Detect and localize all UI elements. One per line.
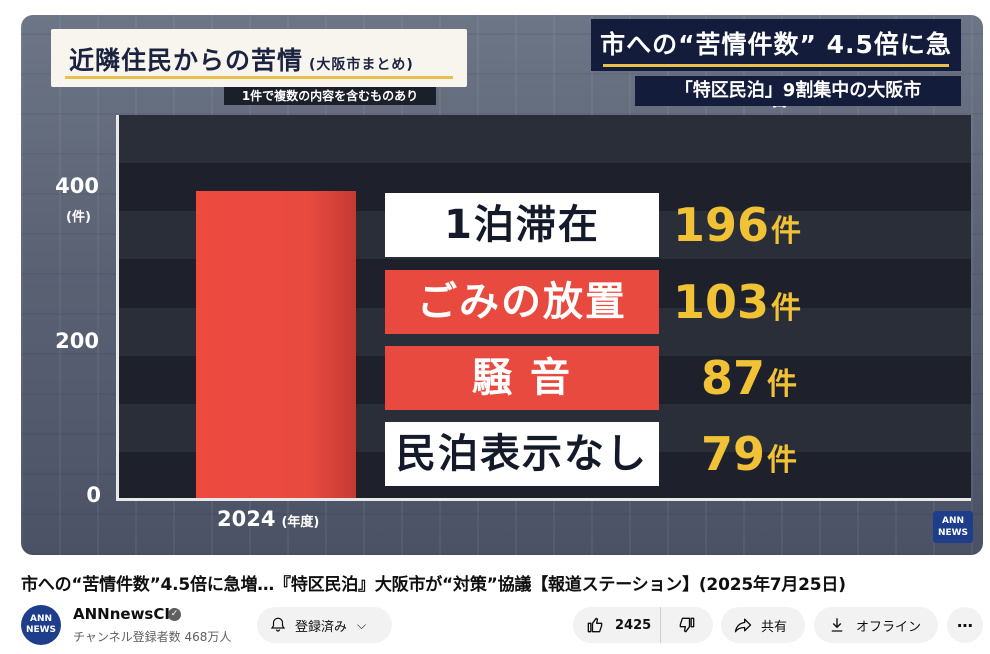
breakdown-number: 103: [673, 275, 770, 329]
breakdown-value: 103件: [673, 270, 823, 334]
subheadline-caption: 「特区民泊」9割集中の大阪市: [635, 76, 961, 106]
ann-news-logo: ANN NEWS: [933, 511, 973, 543]
breakdown-value: 87件: [701, 346, 851, 410]
breakdown-unit: 件: [771, 291, 802, 326]
breakdown-label: ごみの放置: [385, 270, 659, 334]
share-button[interactable]: 共有: [721, 607, 805, 643]
more-actions-button[interactable]: ⋯: [947, 607, 983, 643]
panel-title: 近隣住民からの苦情 (大阪市まとめ): [69, 41, 414, 77]
breakdown-number: 79: [701, 427, 766, 481]
x-category-value: 2024: [217, 507, 276, 531]
breakdown-unit: 件: [767, 367, 798, 402]
panel-note: 1件で複数の内容を含むものあり: [224, 87, 436, 105]
offline-label: オフライン: [856, 619, 922, 635]
bell-icon: [270, 617, 286, 632]
breakdown-number: 87: [701, 351, 766, 405]
x-axis-unit: (年度): [281, 515, 320, 530]
chevron-down-icon: ⌵: [357, 617, 367, 632]
panel-title-box: 近隣住民からの苦情 (大阪市まとめ): [51, 29, 467, 87]
breakdown-label: 騒 音: [385, 346, 659, 410]
y-tick-label: 400: [55, 174, 99, 198]
breakdown-unit: 件: [771, 214, 802, 249]
y-tick-label: 0: [86, 483, 101, 507]
breakdown-label: 民泊表示なし: [385, 422, 659, 486]
subscribed-label: 登録済み: [295, 619, 348, 635]
dislike-button[interactable]: [661, 607, 713, 643]
video-player[interactable]: 近隣住民からの苦情 (大阪市まとめ) 1件で複数の内容を含むものあり 市への“苦情…: [21, 15, 983, 555]
panel-title-underline: [65, 76, 453, 79]
video-title: 市への“苦情件数”4.5倍に急増…『特区民泊』大阪市が“対策”協議【報道ステーシ…: [21, 575, 846, 595]
grid-band: [116, 115, 971, 164]
panel-title-sub: (大阪市まとめ): [309, 57, 414, 73]
breakdown-unit: 件: [767, 443, 798, 478]
verified-check-icon: ✓: [168, 608, 181, 621]
bar-2024: [196, 191, 356, 498]
subscribed-button[interactable]: 登録済み ⌵: [257, 607, 392, 643]
headline-caption: 市への“苦情件数” 4.5倍に急増: [591, 19, 961, 111]
y-tick-label: 200: [55, 328, 99, 353]
y-axis-unit: (件): [66, 210, 91, 225]
channel-avatar[interactable]: ANN NEWS: [21, 605, 61, 645]
thumbs-up-icon: [587, 617, 603, 633]
offline-download-button[interactable]: オフライン: [814, 607, 938, 643]
like-button[interactable]: 2425: [573, 607, 661, 643]
share-arrow-icon: [734, 618, 752, 633]
y-axis-line: [116, 115, 119, 500]
x-axis-line: [116, 498, 971, 501]
breakdown-number: 196: [673, 198, 770, 252]
panel-title-text: 近隣住民からの苦情: [69, 46, 304, 75]
like-dislike-group: 2425: [573, 607, 713, 643]
breakdown-value: 79件: [701, 422, 851, 486]
download-icon: [831, 618, 843, 632]
breakdown-value: 196件: [673, 193, 823, 257]
subscriber-count: チャンネル登録者数 468万人: [73, 630, 232, 644]
channel-name[interactable]: ANNnewsCH: [73, 605, 177, 623]
breakdown-label: 1泊滞在: [385, 193, 659, 257]
x-category-label: 2024 (年度): [217, 507, 319, 531]
like-count: 2425: [615, 617, 652, 633]
share-label: 共有: [761, 619, 788, 635]
thumbs-down-icon: [679, 617, 695, 633]
